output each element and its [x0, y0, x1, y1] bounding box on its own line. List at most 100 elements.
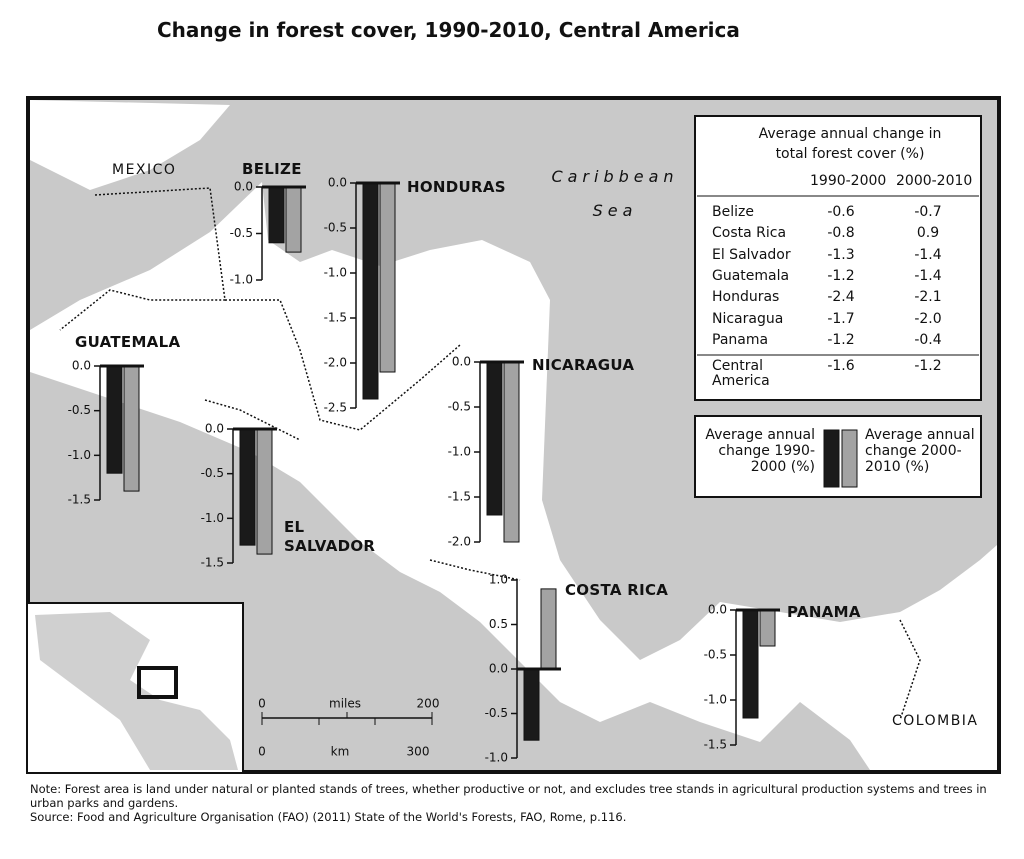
- table-cell: -1.6: [827, 358, 855, 374]
- border: [429, 559, 521, 581]
- y-tick-label: -2.0: [448, 535, 471, 549]
- y-tick-label: 0.0: [708, 603, 727, 617]
- border: [899, 619, 921, 721]
- bar: [285, 186, 302, 253]
- bar: [523, 668, 540, 741]
- y-tick-label: -1.0: [230, 273, 253, 287]
- scale-bar: 0 miles 200 0 km 300: [258, 697, 439, 759]
- table-row-label: Central America: [712, 358, 770, 389]
- table-cell: -0.4: [914, 331, 942, 348]
- table-cell: -2.1: [914, 289, 942, 306]
- y-tick-label: -1.5: [704, 738, 727, 752]
- table-header: Average annual change in total forest co…: [758, 126, 942, 162]
- bar: [379, 182, 396, 373]
- bar: [503, 361, 520, 543]
- inset-land: [35, 612, 238, 770]
- bar: [759, 609, 776, 647]
- bar: [256, 428, 273, 555]
- y-tick-label: -1.5: [201, 556, 224, 570]
- scale-label: 0: [258, 697, 266, 711]
- inset-focus-box: [137, 666, 178, 699]
- table-cell: -1.3: [827, 246, 855, 263]
- y-tick-label: 0.0: [72, 359, 91, 373]
- y-tick-label: 0.5: [489, 617, 508, 631]
- source: Source: Food and Agriculture Organisatio…: [30, 810, 627, 824]
- legend-label: Average annual change 1990-2000 (%): [705, 427, 815, 475]
- chart-title: NICARAGUA: [532, 356, 635, 374]
- chart-title: COSTA RICA: [565, 581, 669, 599]
- map-label: MEXICO: [112, 162, 177, 178]
- table-cell: -2.4: [827, 289, 855, 306]
- y-tick-label: -2.0: [324, 356, 347, 370]
- y-tick-label: -0.5: [230, 226, 253, 240]
- note: Note: Forest area is land under natural …: [30, 782, 987, 810]
- bar: [239, 428, 256, 546]
- table-cell: -1.4: [914, 267, 942, 284]
- land-mexico: [30, 100, 230, 190]
- border: [225, 299, 461, 431]
- y-tick-label: 0.0: [328, 176, 347, 190]
- table-cell: -1.7: [827, 310, 855, 327]
- bar: [742, 609, 759, 719]
- legend-swatch: [841, 429, 858, 488]
- y-tick-label: -1.5: [448, 490, 471, 504]
- table-cell: -1.2: [914, 358, 942, 374]
- table-cell: -1.2: [827, 267, 855, 284]
- chart-title: BELIZE: [242, 160, 302, 178]
- chart-title: EL SALVADOR: [284, 518, 376, 555]
- table-cell: -0.7: [914, 204, 942, 220]
- bar: [540, 588, 557, 670]
- y-tick-label: 0.0: [234, 180, 253, 194]
- y-tick-label: -0.5: [704, 648, 727, 662]
- y-tick-label: 0.0: [489, 662, 508, 676]
- y-tick-label: -1.0: [201, 511, 224, 525]
- title: Change in forest cover, 1990-2010, Centr…: [157, 18, 740, 42]
- border: [204, 399, 301, 441]
- y-tick-label: -1.0: [68, 448, 91, 462]
- map-label: Caribbean Sea: [551, 167, 679, 220]
- table-row-label: Guatemala: [712, 267, 790, 284]
- table-column: 2000-2010: [896, 173, 973, 189]
- table-cell: -0.6: [827, 204, 855, 220]
- bar: [486, 361, 503, 516]
- table-cell: -1.2: [827, 331, 855, 348]
- table-cell: -0.8: [827, 225, 855, 242]
- y-tick-label: -1.0: [324, 266, 347, 280]
- y-tick-label: 1.0: [489, 573, 508, 587]
- scale-unit: km: [331, 745, 350, 759]
- table-row-label: Panama: [712, 331, 769, 348]
- y-tick-label: -0.5: [68, 403, 91, 417]
- scale-label: 0: [258, 745, 266, 759]
- y-tick-label: -1.0: [448, 445, 471, 459]
- table-row-label: Belize: [712, 204, 754, 220]
- table-cell: -1.4: [914, 246, 942, 263]
- y-tick-label: -0.5: [485, 706, 508, 720]
- table-row-label: El Salvador: [712, 246, 791, 263]
- table-column: 1990-2000: [810, 173, 887, 189]
- y-tick-label: 0.0: [452, 355, 471, 369]
- y-tick-label: -0.5: [324, 221, 347, 235]
- chart-title: HONDURAS: [407, 178, 506, 196]
- y-tick-label: -0.5: [448, 400, 471, 414]
- chart-title: GUATEMALA: [75, 333, 181, 351]
- bar: [268, 186, 285, 244]
- table-cell: -2.0: [914, 310, 942, 327]
- scale-label: 200: [417, 697, 440, 711]
- table-box: [694, 115, 982, 401]
- legend-label: Average annual change 2000-2010 (%): [865, 427, 975, 475]
- y-tick-label: -1.5: [68, 493, 91, 507]
- bar: [362, 182, 379, 400]
- y-tick-label: -1.5: [324, 311, 347, 325]
- y-tick-label: -0.5: [201, 466, 224, 480]
- y-tick-label: -1.0: [704, 693, 727, 707]
- scale-label: 300: [407, 745, 430, 759]
- table-row-label: Honduras: [712, 289, 780, 306]
- chart-title: PANAMA: [787, 603, 861, 621]
- legend-swatch: [823, 429, 840, 488]
- scale-unit: miles: [329, 697, 361, 711]
- y-tick-label: -1.0: [485, 751, 508, 765]
- y-tick-label: 0.0: [205, 422, 224, 436]
- bar: [123, 365, 140, 492]
